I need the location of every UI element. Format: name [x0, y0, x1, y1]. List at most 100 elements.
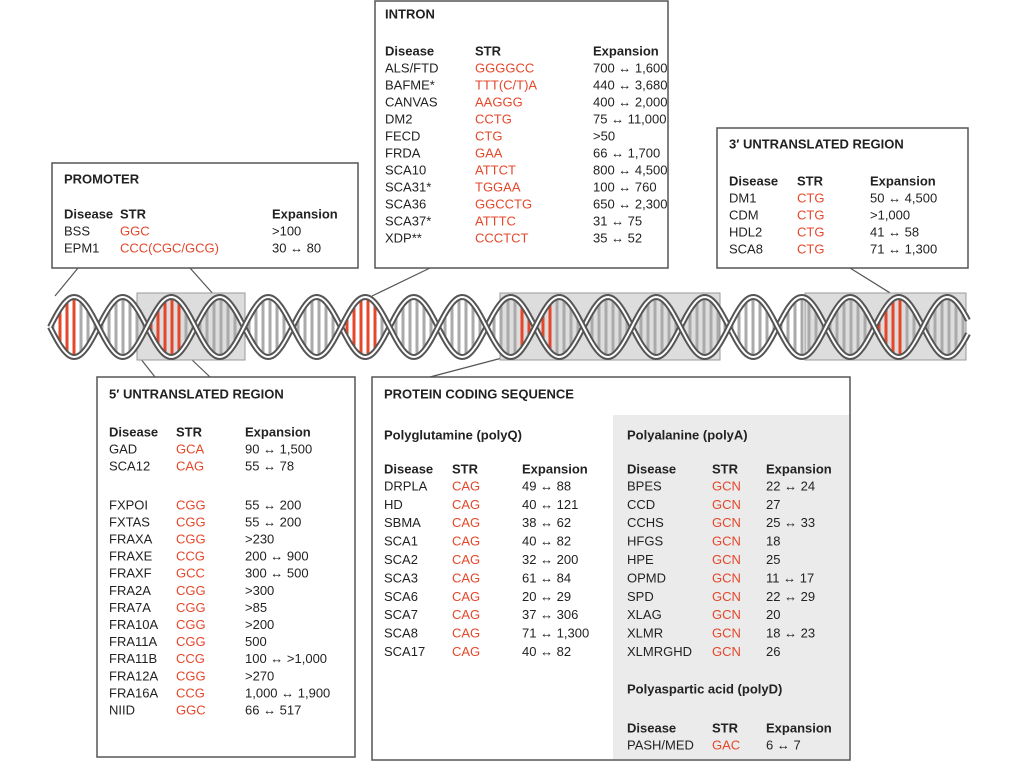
label: 90 ↔ 1,500	[245, 441, 312, 456]
label: CAG	[452, 589, 480, 604]
label: 66 ↔ 1,700	[593, 145, 660, 160]
connector	[189, 267, 216, 297]
label: FRA7A	[109, 600, 151, 615]
strand-inner	[49, 295, 969, 359]
label: SCA1	[384, 534, 418, 549]
label: CGG	[176, 617, 206, 632]
label: BPES	[627, 478, 662, 493]
label: >1,000	[870, 207, 910, 222]
label: BSS	[64, 223, 90, 238]
strand-inner	[49, 295, 969, 359]
utr3-box	[716, 127, 969, 269]
label: CGG	[176, 514, 206, 529]
label: CCD	[627, 497, 655, 512]
label: XDP**	[385, 230, 422, 245]
label: 41 ↔ 58	[870, 224, 919, 239]
label: DM1	[729, 190, 756, 205]
label: 800 ↔ 4,500	[593, 162, 667, 177]
label: 38 ↔ 62	[522, 515, 571, 530]
label: 100 ↔ 760	[593, 179, 657, 194]
label: Expansion	[593, 43, 659, 58]
label: CAG	[452, 570, 480, 585]
label: PASH/MED	[627, 737, 694, 752]
label: Expansion	[245, 424, 311, 439]
label: XLAG	[627, 607, 662, 622]
label: ALS/FTD	[385, 60, 438, 75]
label: CGG	[176, 583, 206, 598]
label: GCN	[712, 478, 741, 493]
label: 6 ↔ 7	[766, 737, 801, 752]
label: CCG	[176, 685, 205, 700]
label: Disease	[64, 206, 113, 221]
label: CTG	[797, 224, 824, 239]
intron-box	[374, 0, 669, 269]
label: Disease	[729, 173, 778, 188]
label: CAG	[452, 626, 480, 641]
label: OPMD	[627, 570, 666, 585]
label: CAG	[452, 552, 480, 567]
label: 22 ↔ 29	[766, 589, 815, 604]
label: SCA37*	[385, 213, 431, 228]
label: STR	[797, 173, 824, 188]
label: 40 ↔ 82	[522, 534, 571, 549]
label: GCN	[712, 644, 741, 659]
label: 26	[766, 644, 780, 659]
label: GAD	[109, 441, 137, 456]
polya-panel	[613, 415, 849, 759]
label: CCCTCT	[475, 230, 528, 245]
label: CCTG	[475, 111, 512, 126]
label: AAGGG	[475, 94, 523, 109]
connector	[54, 267, 79, 297]
label: CCG	[176, 651, 205, 666]
label: FRAXE	[109, 549, 153, 564]
label: GGGGCC	[475, 60, 534, 75]
label: ATTCT	[475, 162, 516, 177]
label: HDL2	[729, 224, 762, 239]
label: HD	[384, 497, 403, 512]
label: FRA11B	[109, 651, 157, 666]
label: FRA10A	[109, 617, 158, 632]
label: SCA7	[384, 607, 418, 622]
label: SCA6	[384, 589, 418, 604]
label: 18	[766, 534, 780, 549]
label: CAG	[176, 459, 204, 474]
connector	[849, 267, 896, 297]
label: Expansion	[272, 206, 338, 221]
label: >85	[245, 600, 267, 615]
label: DRPLA	[384, 478, 428, 493]
label: 49 ↔ 88	[522, 478, 571, 493]
label: 18 ↔ 23	[766, 626, 815, 641]
label: GCN	[712, 534, 741, 549]
label: Disease	[384, 461, 433, 476]
label: 20	[766, 607, 780, 622]
label: 35 ↔ 52	[593, 230, 642, 245]
label: Polyalanine (polyA)	[627, 427, 748, 442]
label: 61 ↔ 84	[522, 570, 571, 585]
label: Disease	[627, 720, 676, 735]
label: CGG	[176, 634, 206, 649]
label: CGG	[176, 668, 206, 683]
connector	[139, 357, 156, 378]
label: DM2	[385, 111, 412, 126]
label: CAG	[452, 534, 480, 549]
label: SCA2	[384, 552, 418, 567]
label: >270	[245, 668, 274, 683]
label: XLMRGHD	[627, 644, 692, 659]
label: 55 ↔ 200	[245, 497, 301, 512]
label: CGG	[176, 497, 206, 512]
label: GCC	[176, 566, 205, 581]
label: CGG	[176, 600, 206, 615]
label: Expansion	[766, 720, 832, 735]
label: STR	[120, 206, 147, 221]
label: GCA	[176, 441, 205, 456]
label: 440 ↔ 3,680	[593, 77, 667, 92]
label: >100	[272, 223, 301, 238]
label: 400 ↔ 2,000	[593, 94, 667, 109]
label: CCC(CGC/GCG)	[120, 240, 219, 255]
label: SCA8	[384, 626, 418, 641]
label: INTRON	[385, 6, 435, 21]
label: TTT(C/T)A	[475, 77, 537, 92]
label: GGC	[120, 223, 150, 238]
connector	[429, 357, 503, 378]
